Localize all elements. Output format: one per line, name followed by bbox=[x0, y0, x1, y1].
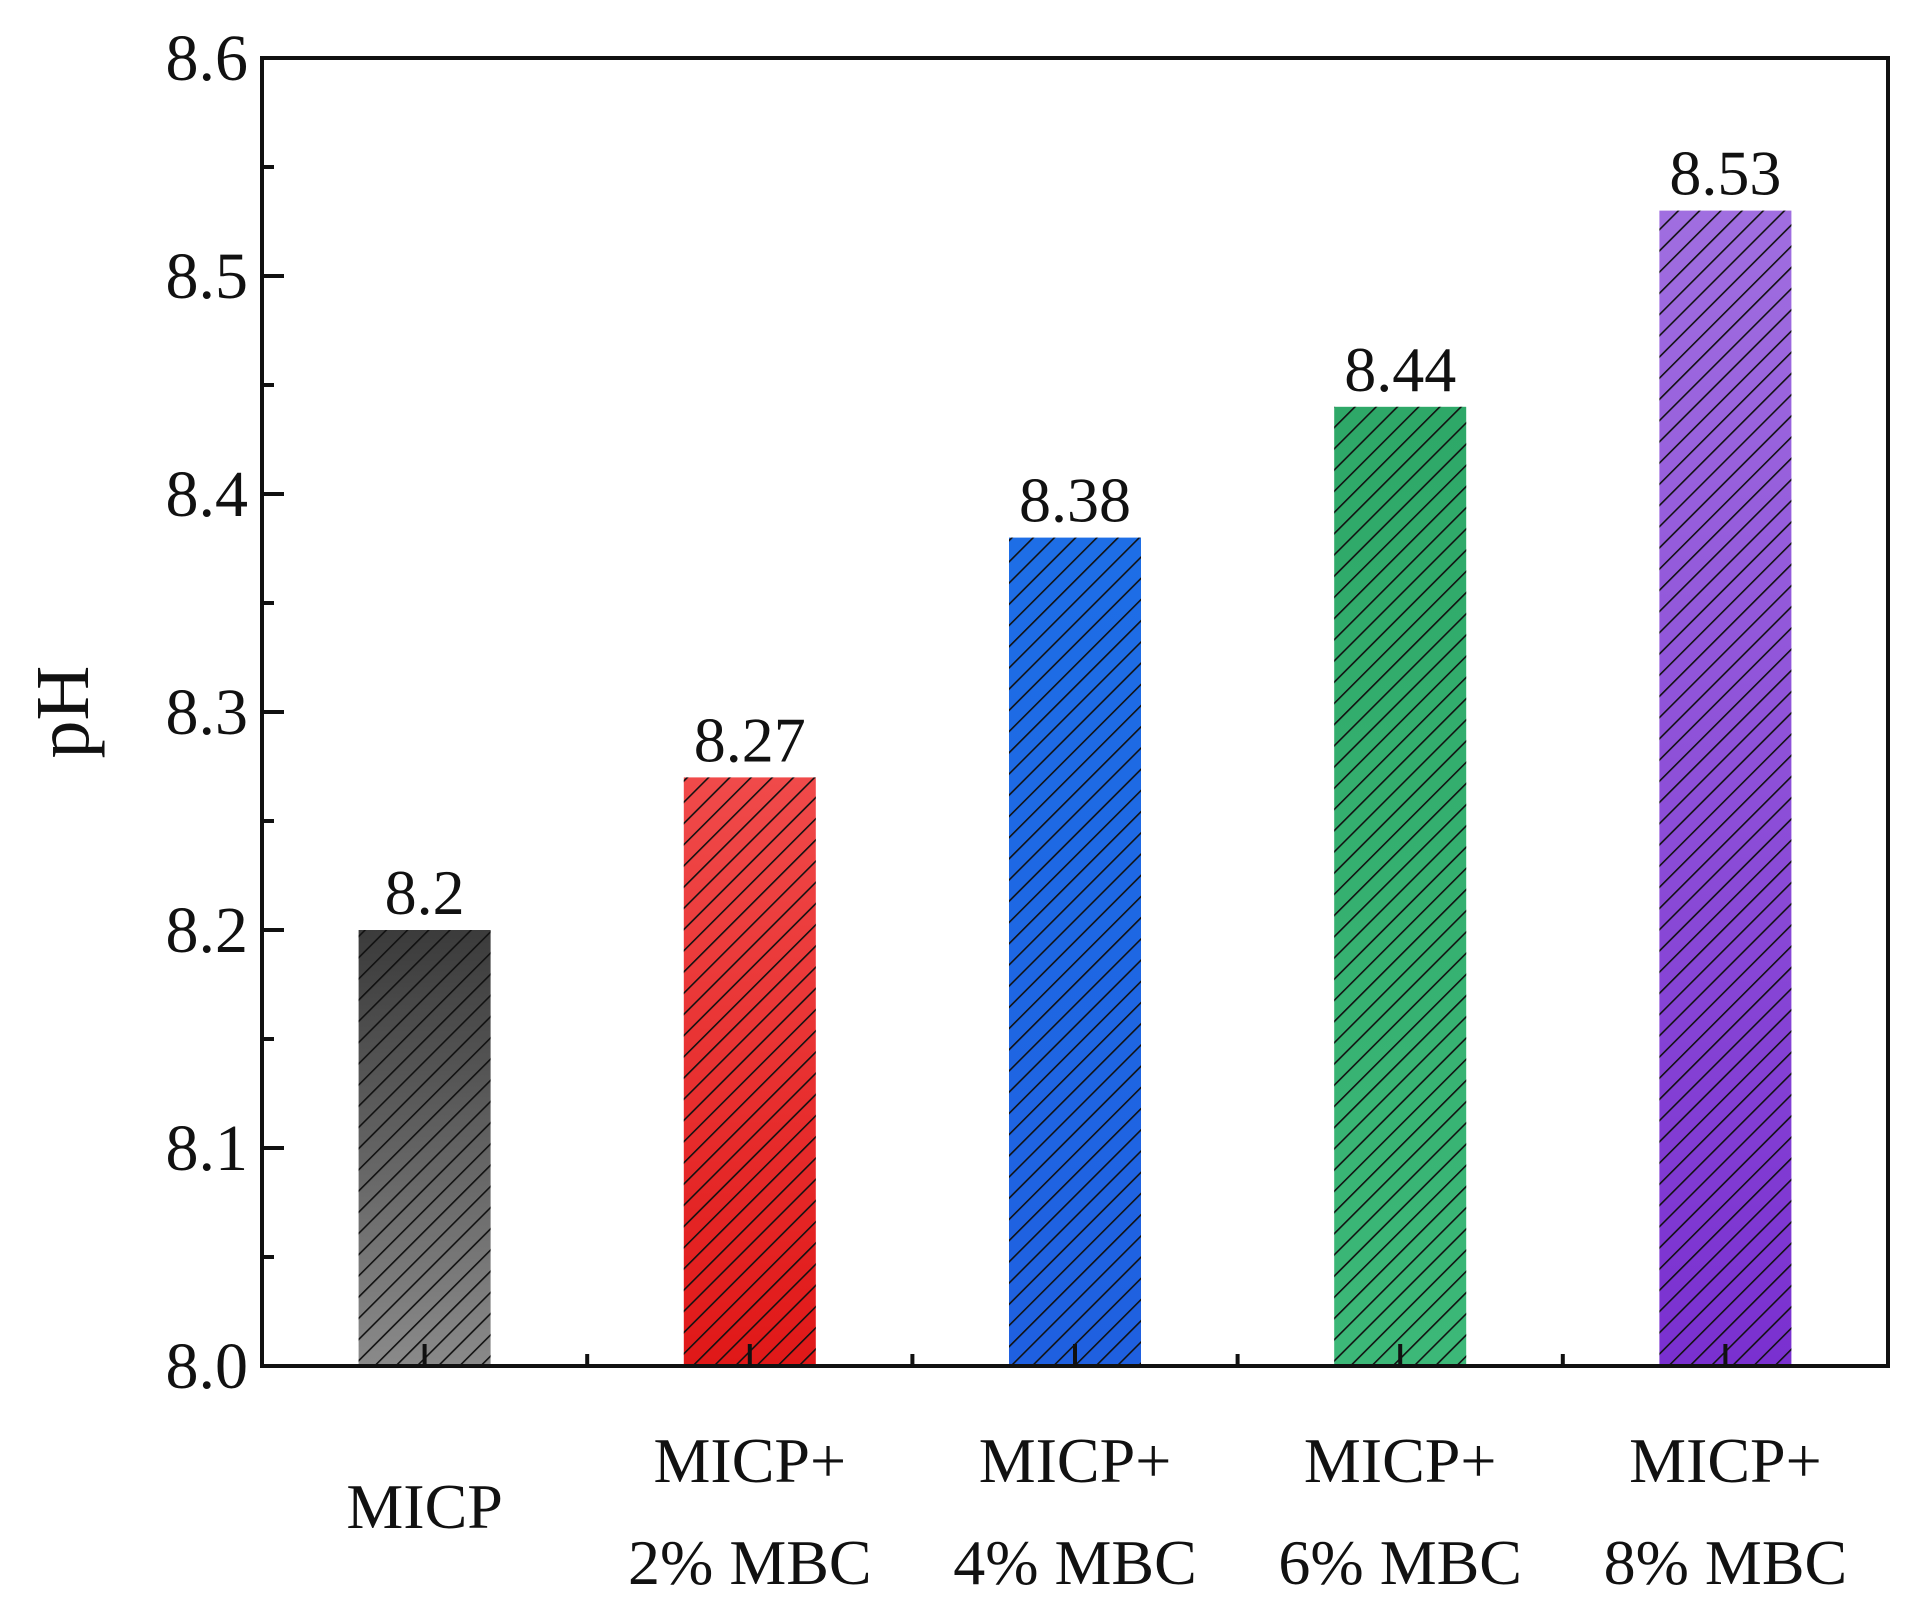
y-tick-label-2: 8.1 bbox=[166, 1112, 249, 1185]
bar-hatch-1 bbox=[358, 930, 491, 1366]
bar-hatch-2 bbox=[683, 777, 816, 1366]
x-tick-label-5-line2: 8% MBC bbox=[1604, 1527, 1848, 1598]
bar-hatch-5 bbox=[1659, 210, 1792, 1367]
x-tick-label-3-line1: MICP+ bbox=[979, 1425, 1172, 1496]
y-tick-label-3: 8.2 bbox=[166, 894, 249, 967]
y-tick-label-1: 8.0 bbox=[166, 1330, 249, 1403]
y-axis-title: pH bbox=[21, 666, 105, 759]
data-label-2: 8.27 bbox=[694, 704, 806, 775]
axes: 8.2 MICP 8.27 MICP+ 2% MBC 8.38 MICP+ 4% MBC 8.4… bbox=[166, 22, 1848, 1598]
x-tick-label-2-line1: MICP+ bbox=[654, 1425, 847, 1496]
data-label-3: 8.38 bbox=[1019, 465, 1131, 536]
x-tick-label-4-line2: 6% MBC bbox=[1278, 1527, 1522, 1598]
x-tick-label-5-line1: MICP+ bbox=[1629, 1425, 1822, 1496]
bar-hatch-3 bbox=[1009, 537, 1141, 1366]
x-tick-label-1: MICP bbox=[346, 1471, 503, 1542]
x-tick-label-3-line2: 4% MBC bbox=[953, 1527, 1197, 1598]
y-tick-label-5: 8.4 bbox=[166, 458, 249, 531]
data-label-5: 8.53 bbox=[1669, 138, 1781, 209]
data-label-1: 8.2 bbox=[385, 857, 465, 928]
x-tick-label-2-line2: 2% MBC bbox=[628, 1527, 872, 1598]
x-tick-label-4-line1: MICP+ bbox=[1304, 1425, 1497, 1496]
data-label-4: 8.44 bbox=[1344, 334, 1456, 405]
bar-hatch-4 bbox=[1334, 406, 1467, 1366]
y-tick-label-4: 8.3 bbox=[166, 676, 249, 749]
y-tick-label-7: 8.6 bbox=[166, 22, 249, 95]
y-tick-label-6: 8.5 bbox=[166, 240, 249, 313]
bars-layer bbox=[358, 210, 1792, 1367]
